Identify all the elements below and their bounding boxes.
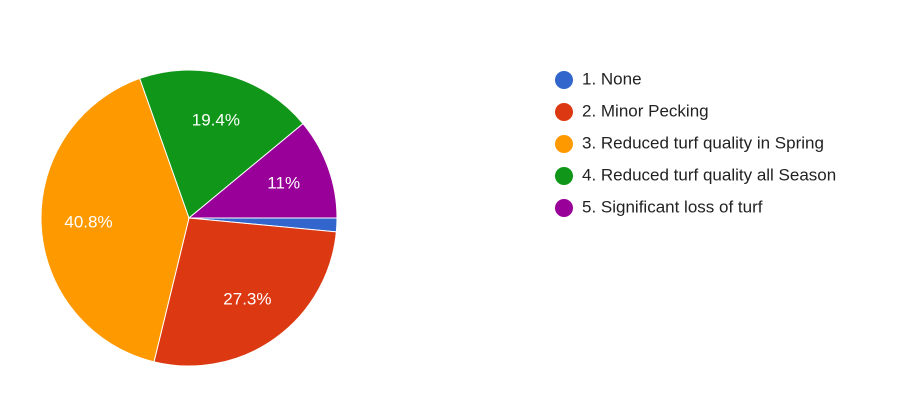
slice-label: 27.3% <box>223 289 271 308</box>
pie-slice <box>139 69 304 219</box>
legend-swatch <box>555 167 573 185</box>
slice-label: 11% <box>267 173 300 192</box>
legend-label: 1. None <box>582 69 642 88</box>
legend-label: 3. Reduced turf quality in Spring <box>582 133 824 152</box>
legend-swatch <box>555 199 573 217</box>
pie-slice <box>187 122 338 219</box>
legend-label: 4. Reduced turf quality all Season <box>582 165 836 184</box>
pie-slice <box>40 77 190 363</box>
legend-swatch <box>555 103 573 121</box>
pie-slice <box>153 217 337 367</box>
legend-label: 5. Significant loss of turf <box>582 197 763 216</box>
legend-label: 2. Minor Pecking <box>582 101 709 120</box>
slice-label: 19.4% <box>192 110 240 129</box>
legend-swatch <box>555 135 573 153</box>
legend-swatch <box>555 71 573 89</box>
slice-label: 40.8% <box>64 213 112 232</box>
